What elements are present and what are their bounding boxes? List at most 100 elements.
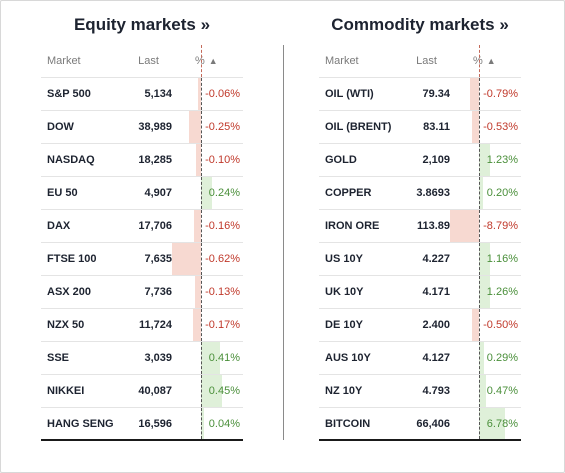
percent-column-header[interactable]: % ▲ xyxy=(172,45,243,77)
table-row[interactable]: GOLD 2,109 1.23% xyxy=(319,144,521,177)
equity-table-header: Market Last % ▲ xyxy=(41,45,243,78)
table-row[interactable]: DE 10Y 2.400 -0.50% xyxy=(319,309,521,342)
last-value: 4.127 xyxy=(422,352,450,364)
table-row[interactable]: FTSE 100 7,635 -0.62% xyxy=(41,243,243,276)
table-row[interactable]: OIL (WTI) 79.34 -0.79% xyxy=(319,78,521,111)
last-value: 83.11 xyxy=(423,121,450,133)
last-column-header[interactable]: Last xyxy=(416,55,437,67)
market-name[interactable]: GOLD xyxy=(325,154,357,166)
percent-change-value: -0.16% xyxy=(205,220,240,232)
last-value: 2.400 xyxy=(422,319,450,331)
percent-change-value: 0.47% xyxy=(486,385,518,397)
percent-change-cell: -0.16% xyxy=(172,210,243,242)
market-name[interactable]: NASDAQ xyxy=(47,154,95,166)
zero-line xyxy=(479,375,480,407)
table-row[interactable]: ASX 200 7,736 -0.13% xyxy=(41,276,243,309)
table-row[interactable]: NIKKEI 40,087 0.45% xyxy=(41,375,243,408)
percent-change-cell: -0.10% xyxy=(172,144,243,176)
table-row[interactable]: AUS 10Y 4.127 0.29% xyxy=(319,342,521,375)
table-row[interactable]: NZ 10Y 4.793 0.47% xyxy=(319,375,521,408)
market-column-header[interactable]: Market xyxy=(325,55,359,67)
zero-line xyxy=(201,342,202,374)
market-name[interactable]: IRON ORE xyxy=(325,220,380,232)
market-name[interactable]: FTSE 100 xyxy=(47,253,97,265)
market-name[interactable]: OIL (BRENT) xyxy=(325,121,392,133)
table-row[interactable]: S&P 500 5,134 -0.06% xyxy=(41,78,243,111)
market-name[interactable]: OIL (WTI) xyxy=(325,88,374,100)
equity-markets-panel: Equity markets » Market Last % ▲ S&P 500… xyxy=(41,1,243,441)
percent-change-cell: -0.53% xyxy=(450,111,521,143)
panel-divider xyxy=(283,45,284,440)
table-row[interactable]: DAX 17,706 -0.16% xyxy=(41,210,243,243)
percent-header-label: % xyxy=(473,55,483,67)
last-value: 79.34 xyxy=(422,88,450,100)
table-row[interactable]: NASDAQ 18,285 -0.10% xyxy=(41,144,243,177)
negative-change-bar xyxy=(189,111,201,143)
zero-line xyxy=(479,144,480,176)
percent-change-value: 0.41% xyxy=(208,352,240,364)
market-name[interactable]: DE 10Y xyxy=(325,319,363,331)
zero-line xyxy=(479,243,480,275)
percent-change-cell: -0.06% xyxy=(172,78,243,110)
percent-change-value: 0.04% xyxy=(208,417,240,430)
percent-change-cell: 1.23% xyxy=(450,144,521,176)
last-value: 38,989 xyxy=(138,121,172,133)
negative-change-bar xyxy=(172,243,201,275)
table-row[interactable]: BITCOIN 66,406 6.78% xyxy=(319,408,521,441)
market-name[interactable]: ASX 200 xyxy=(47,286,92,298)
market-name[interactable]: DOW xyxy=(47,121,74,133)
last-column-header[interactable]: Last xyxy=(138,55,159,67)
percent-column-header[interactable]: % ▲ xyxy=(450,45,521,77)
table-row[interactable]: UK 10Y 4.171 1.26% xyxy=(319,276,521,309)
market-name[interactable]: S&P 500 xyxy=(47,88,91,100)
last-value: 3,039 xyxy=(144,352,172,364)
percent-change-value: 1.26% xyxy=(486,286,518,298)
market-name[interactable]: COPPER xyxy=(325,187,372,199)
percent-change-cell: 0.41% xyxy=(172,342,243,374)
market-name[interactable]: AUS 10Y xyxy=(325,352,371,364)
table-row[interactable]: NZX 50 11,724 -0.17% xyxy=(41,309,243,342)
market-name[interactable]: NZ 10Y xyxy=(325,385,363,397)
negative-change-bar xyxy=(472,111,479,143)
zero-line xyxy=(201,177,202,209)
market-name[interactable]: UK 10Y xyxy=(325,286,364,298)
market-name[interactable]: NIKKEI xyxy=(47,385,85,397)
equity-markets-link[interactable]: Equity markets » xyxy=(73,15,211,34)
table-row[interactable]: HANG SENG 16,596 0.04% xyxy=(41,408,243,441)
market-name[interactable]: EU 50 xyxy=(47,187,78,199)
last-value: 3.8693 xyxy=(416,187,450,199)
market-name[interactable]: HANG SENG xyxy=(47,417,114,430)
table-row[interactable]: COPPER 3.8693 0.20% xyxy=(319,177,521,210)
market-name[interactable]: SSE xyxy=(47,352,70,364)
market-name[interactable]: NZX 50 xyxy=(47,319,85,331)
percent-change-cell: -0.62% xyxy=(172,243,243,275)
last-value: 7,736 xyxy=(144,286,172,298)
market-column-header[interactable]: Market xyxy=(47,55,81,67)
table-row[interactable]: OIL (BRENT) 83.11 -0.53% xyxy=(319,111,521,144)
commodity-markets-link[interactable]: Commodity markets » xyxy=(331,15,509,34)
last-value: 4.171 xyxy=(422,286,450,298)
percent-change-value: -0.10% xyxy=(205,154,240,166)
table-row[interactable]: IRON ORE 113.89 -8.79% xyxy=(319,210,521,243)
percent-change-value: 0.20% xyxy=(486,187,518,199)
table-row[interactable]: EU 50 4,907 0.24% xyxy=(41,177,243,210)
market-name[interactable]: US 10Y xyxy=(325,253,363,265)
sort-ascending-icon[interactable]: ▲ xyxy=(486,56,496,66)
last-value: 40,087 xyxy=(138,385,172,397)
zero-line xyxy=(201,78,202,110)
last-value: 7,635 xyxy=(144,253,172,265)
table-row[interactable]: US 10Y 4.227 1.16% xyxy=(319,243,521,276)
commodity-table-header: Market Last % ▲ xyxy=(319,45,521,78)
percent-change-cell: -8.79% xyxy=(450,210,521,242)
positive-change-bar xyxy=(479,375,486,407)
market-name[interactable]: DAX xyxy=(47,220,71,232)
equity-markets-title: Equity markets » xyxy=(41,1,243,45)
positive-change-bar xyxy=(201,375,222,407)
negative-change-bar xyxy=(198,78,201,110)
market-name[interactable]: BITCOIN xyxy=(325,417,371,430)
table-row[interactable]: DOW 38,989 -0.25% xyxy=(41,111,243,144)
table-row[interactable]: SSE 3,039 0.41% xyxy=(41,342,243,375)
zero-line xyxy=(479,309,480,341)
zero-line xyxy=(201,111,202,143)
sort-ascending-icon[interactable]: ▲ xyxy=(208,56,218,66)
